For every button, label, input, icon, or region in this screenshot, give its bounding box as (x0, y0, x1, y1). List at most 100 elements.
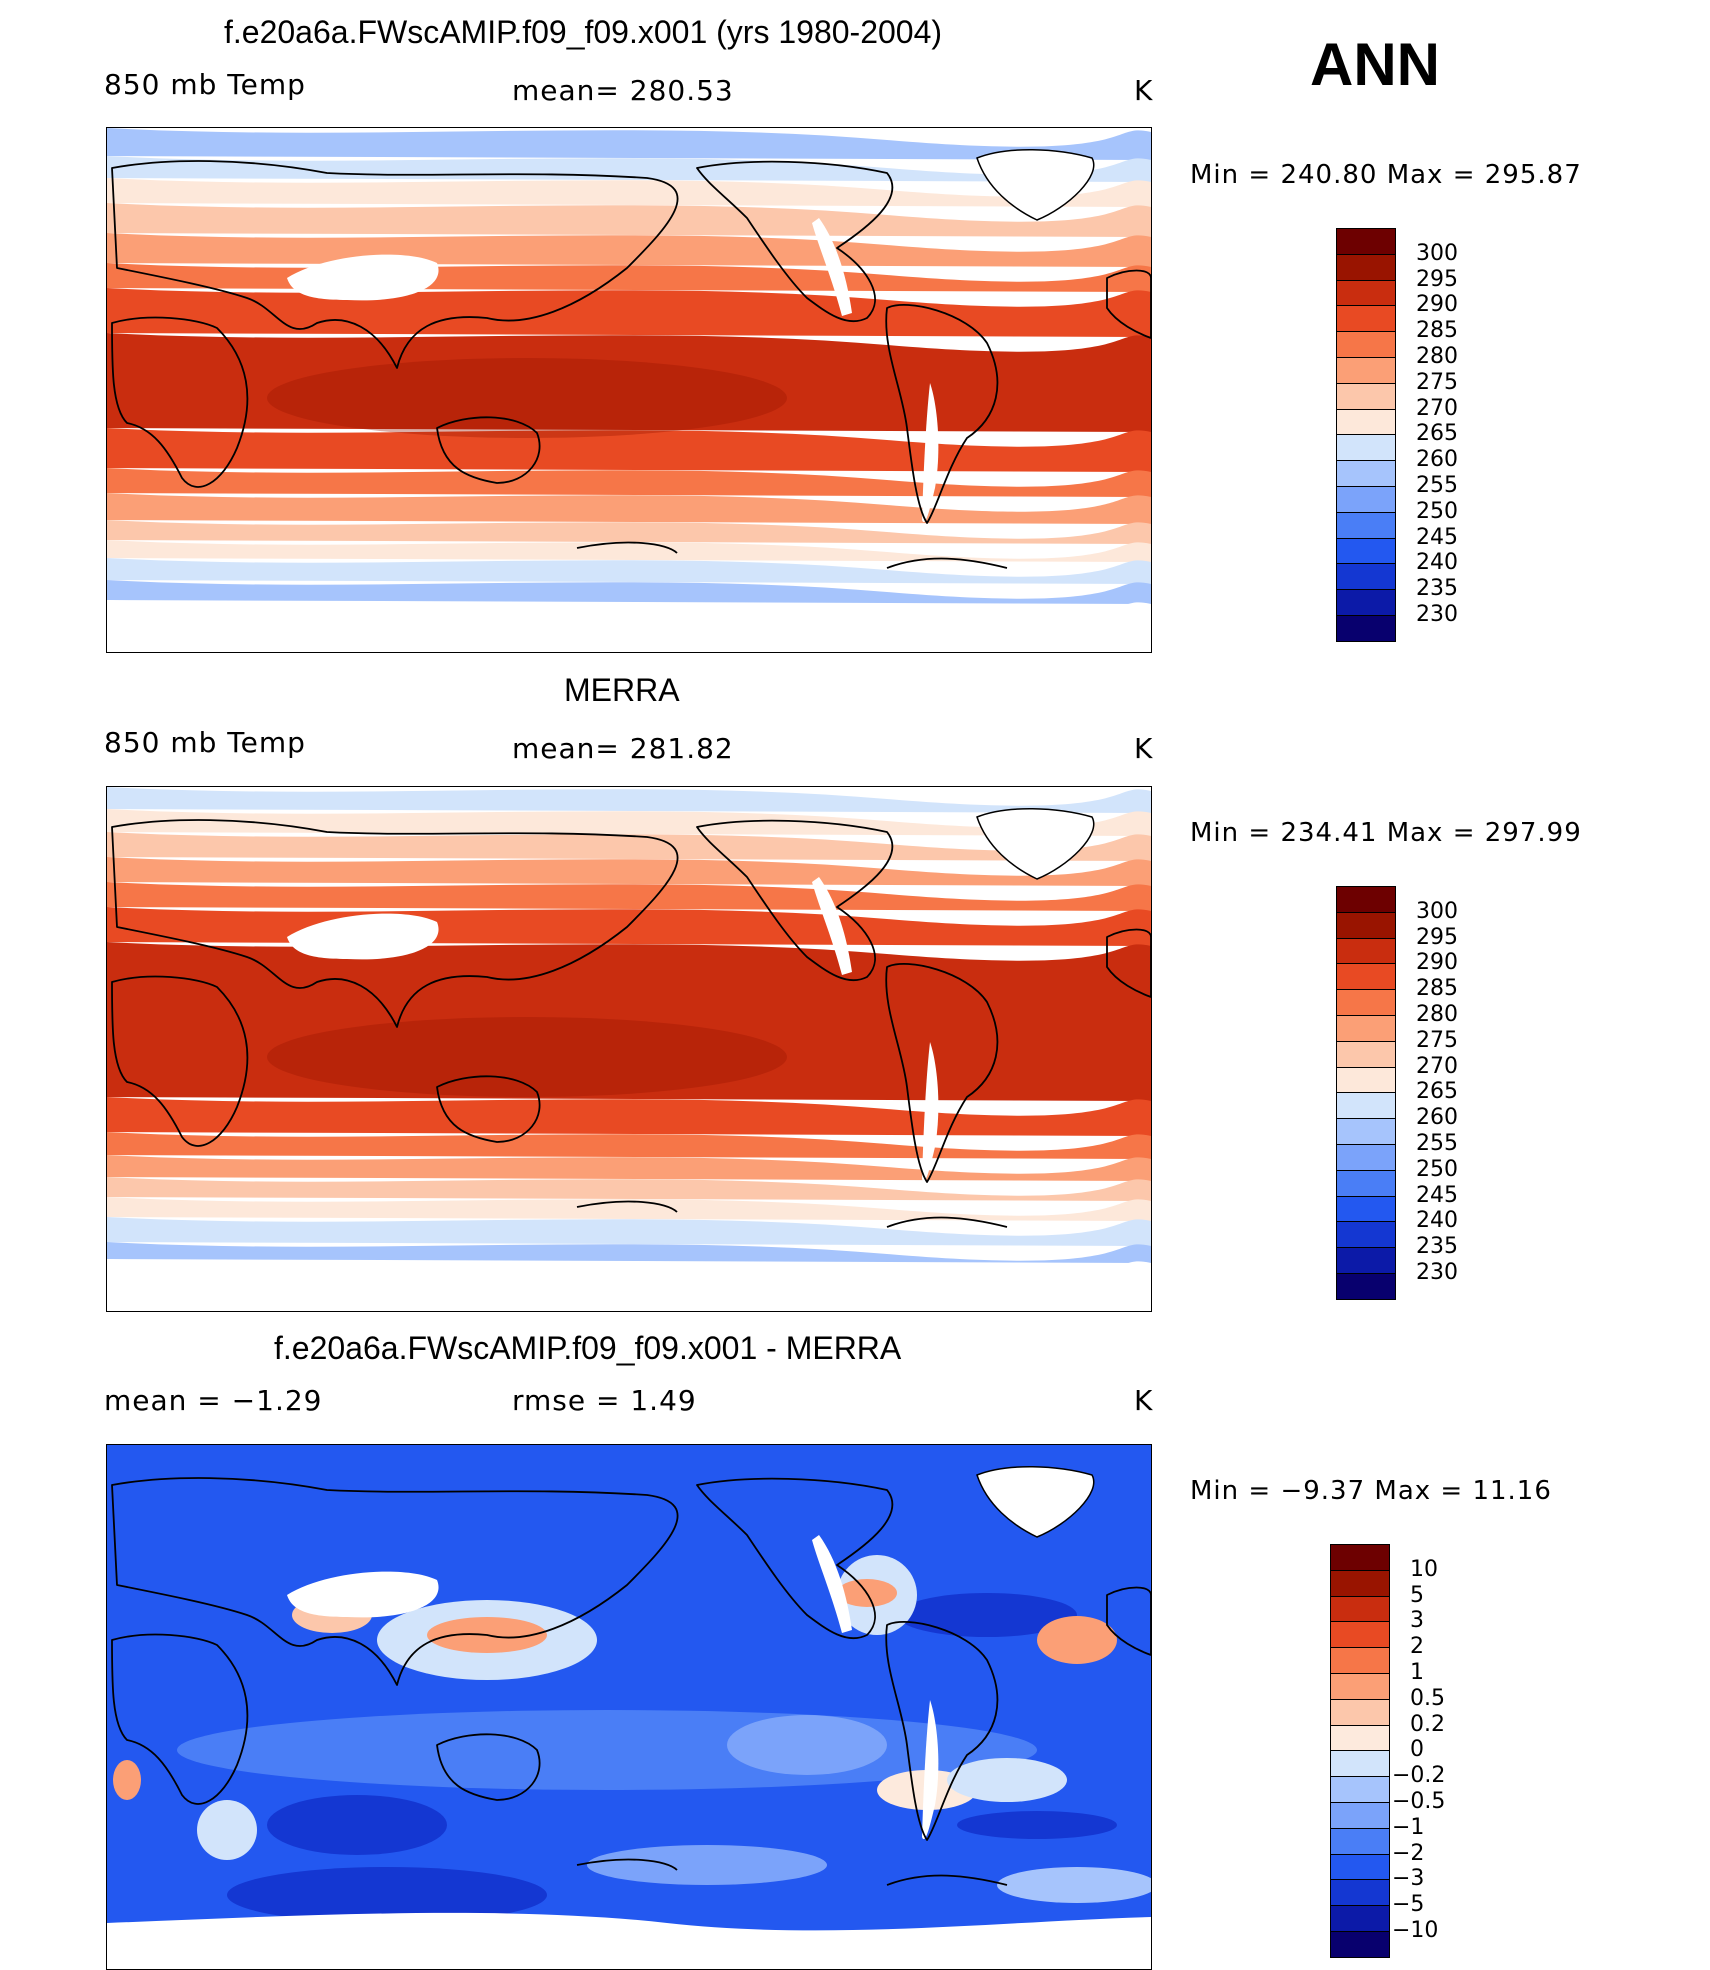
colorbar-swatch (1336, 357, 1396, 384)
greenland (976, 1466, 1095, 1538)
colorbar-tick-label: −2 (1392, 1840, 1425, 1866)
colorbar-tick-label: 270 (1416, 1053, 1458, 1079)
colorbar-swatch (1336, 537, 1396, 565)
temperature-band (107, 942, 1151, 1101)
coastline (885, 963, 999, 1183)
colorbar-swatch (1336, 460, 1396, 487)
coastline (885, 1621, 999, 1841)
temperature-band (107, 787, 1151, 813)
warm-pool (267, 1017, 787, 1097)
colorbar-swatch (1336, 1273, 1396, 1300)
colorbar-swatch (1336, 279, 1396, 307)
anomaly-blob (267, 1795, 447, 1855)
colorbar-tick-label: 230 (1416, 1260, 1458, 1285)
temperature-band (107, 1259, 1151, 1311)
colorbar-tick-label: 245 (1416, 1182, 1458, 1208)
colorbar-tick-label: 265 (1416, 1079, 1458, 1105)
colorbar-swatch (1336, 305, 1396, 333)
colorbar-tick-label: 235 (1416, 576, 1458, 602)
temperature-band (107, 233, 1151, 267)
tibet-mask (287, 1571, 439, 1618)
panel-2-map-svg (107, 787, 1151, 1311)
colorbar-tick-label: 265 (1416, 421, 1458, 447)
panel-1-title: f.e20a6a.FWscAMIP.f09_f09.x001 (yrs 1980… (224, 14, 943, 50)
coastline (1106, 269, 1151, 339)
colorbar-swatch (1330, 1802, 1390, 1829)
coastline (885, 304, 999, 524)
coastline (576, 1858, 1008, 1886)
coastline (576, 541, 1008, 569)
panel-2-map (106, 786, 1152, 1312)
temperature-band (107, 540, 1151, 562)
coastline (696, 160, 894, 323)
colorbar-swatch (1330, 1698, 1390, 1726)
coastline (696, 819, 894, 982)
colorbar-swatch (1336, 331, 1396, 358)
panel-1-mean-label: mean= 280.53 (512, 74, 734, 107)
colorbar-swatch (1336, 511, 1396, 539)
panel-2-units: K (1134, 732, 1154, 765)
season-label: ANN (1310, 31, 1440, 98)
colorbar-swatch (1330, 1931, 1390, 1958)
colorbar-swatch (1330, 1827, 1390, 1855)
colorbar-swatch (1336, 228, 1396, 255)
panel-2-variable-label: 850 mb Temp (104, 726, 306, 759)
temperature-band (107, 288, 1151, 337)
temperature-band (107, 1242, 1151, 1263)
rockies-mask (812, 1535, 852, 1633)
colorbar-tick-label: 245 (1416, 524, 1458, 550)
greenland (976, 808, 1095, 880)
colorbar-swatch (1336, 1247, 1396, 1274)
colorbar-swatch (1336, 963, 1396, 991)
colorbar-tick-label: 0 (1410, 1737, 1424, 1763)
coastline (1106, 1586, 1151, 1656)
tibet-mask (287, 254, 439, 301)
colorbar-swatch (1330, 1776, 1390, 1803)
colorbar-swatch (1336, 486, 1396, 513)
colorbar-swatch (1336, 937, 1396, 965)
colorbar-swatch (1336, 1066, 1396, 1094)
colorbar-tick-label: 230 (1416, 602, 1458, 627)
colorbar-swatch (1336, 253, 1396, 281)
colorbar-swatch (1336, 989, 1396, 1016)
rockies-mask (812, 218, 852, 316)
anomaly-blob (727, 1715, 887, 1775)
colorbar-tick-label: 260 (1416, 447, 1458, 473)
colorbar-tick-label: 235 (1416, 1234, 1458, 1260)
colorbar-swatch (1330, 1595, 1390, 1623)
temperature-band (107, 493, 1151, 524)
colorbar-tick-label: 10 (1410, 1556, 1438, 1582)
colorbar-tick-label: 250 (1416, 1156, 1458, 1182)
colorbar-swatch (1330, 1621, 1390, 1649)
temperature-band (107, 832, 1151, 861)
temperature-band (107, 428, 1151, 472)
coastline (111, 819, 679, 1028)
colorbar-tick-label: 290 (1416, 950, 1458, 976)
colorbar-tick-label: −1 (1392, 1814, 1425, 1840)
colorbar-swatch (1330, 1879, 1390, 1907)
andes-mask (922, 1700, 939, 1840)
colorbar-tick-label: −0.5 (1392, 1789, 1446, 1814)
colorbar-swatch (1336, 382, 1396, 410)
colorbar-swatch (1336, 886, 1396, 913)
colorbar-tick-label: 255 (1416, 1131, 1458, 1156)
temperature-band (107, 809, 1151, 836)
colorbar-tick-label: −0.2 (1392, 1763, 1446, 1789)
temperature-band (107, 907, 1151, 946)
temperature-band (107, 1197, 1151, 1221)
panel-1-map-svg (107, 128, 1151, 652)
anomaly-blob (587, 1845, 827, 1885)
panel-2-mean-label: mean= 281.82 (512, 732, 734, 765)
temperature-band (107, 128, 1151, 160)
colorbar-swatch (1330, 1544, 1390, 1571)
colorbar-swatch (1336, 434, 1396, 462)
panel-1-variable-label: 850 mb Temp (104, 68, 306, 101)
colorbar-tick-label: 250 (1416, 498, 1458, 524)
colorbar-tick-label: 275 (1416, 369, 1458, 395)
coastline (696, 1477, 894, 1640)
coastline (436, 1733, 541, 1801)
anomaly-blob (897, 1593, 1077, 1637)
colorbar-tick-label: 290 (1416, 292, 1458, 318)
colorbar-tick-label: 300 (1416, 240, 1458, 266)
panel-2-minmax: Min = 234.41 Max = 297.99 (1190, 818, 1582, 848)
